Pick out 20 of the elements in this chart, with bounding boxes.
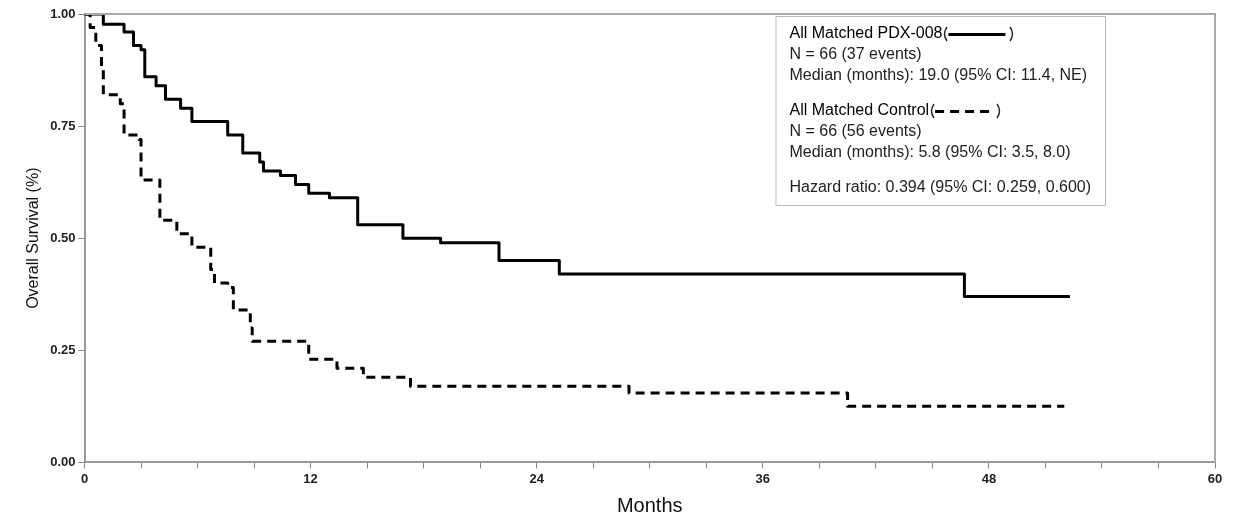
annotation: N = 66 (56 events): [789, 121, 922, 139]
annotation: Median (months): 19.0 (95% CI: 11.4, NE): [789, 65, 1088, 83]
y-tick-label: 0.50: [50, 229, 76, 245]
legend-label: All Matched PDX-008: [789, 23, 943, 41]
x-tick-label: 12: [303, 470, 318, 486]
x-tick-label: 36: [755, 470, 771, 486]
x-axis-title: Months: [616, 493, 683, 516]
x-tick-label: 48: [981, 470, 997, 486]
y-axis-title: Overall Survival (%): [24, 167, 42, 309]
annotation: N = 66 (37 events): [789, 44, 922, 62]
x-tick-label: 0: [80, 470, 89, 486]
x-tick-label: 60: [1207, 470, 1223, 486]
x-tick-label: 24: [529, 470, 545, 486]
legend-label: All Matched Control: [789, 100, 930, 118]
y-tick-label: 0.00: [50, 453, 76, 469]
y-tick-label: 1.00: [50, 5, 76, 21]
y-tick-label: 0.25: [50, 341, 76, 357]
y-tick-label: 0.75: [50, 117, 76, 133]
annotation: Hazard ratio: 0.394 (95% CI: 0.259, 0.600): [789, 177, 1092, 195]
annotation: Median (months): 5.8 (95% CI: 3.5, 8.0): [789, 142, 1071, 160]
